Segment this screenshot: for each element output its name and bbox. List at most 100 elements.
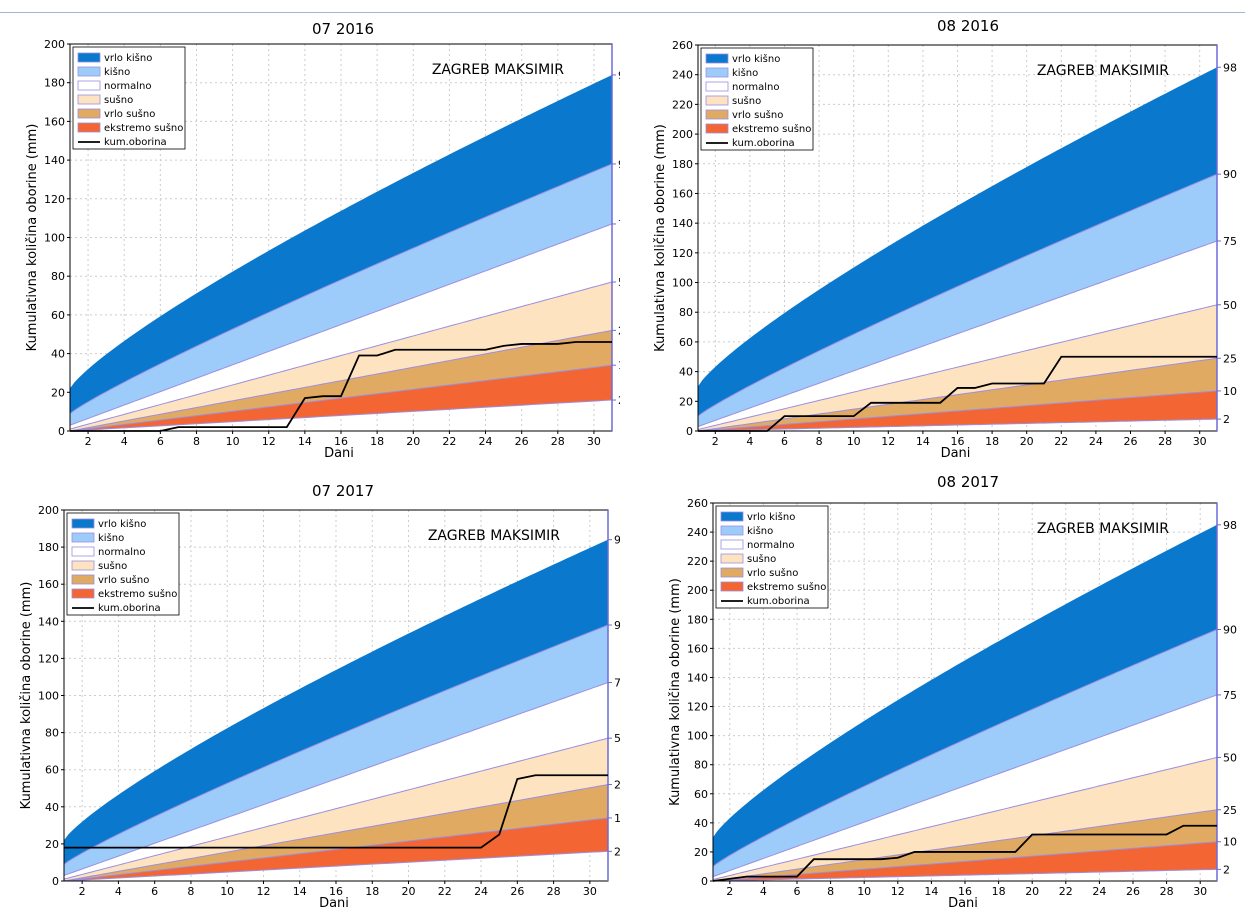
y-tick-label: 80	[45, 727, 59, 740]
percentile-label: 10	[1223, 385, 1237, 398]
y-tick-label: 200	[38, 504, 59, 517]
percentile-line-25	[69, 329, 613, 432]
x-tick-label: 12	[256, 885, 270, 898]
x-tick-label: 28	[551, 435, 565, 448]
legend-entry: kum.oborina	[104, 137, 167, 148]
percentile-label: 90	[1223, 623, 1237, 636]
percentile-label: 25	[614, 779, 620, 792]
y-tick-label: 100	[44, 232, 65, 245]
band-kisno	[713, 629, 1217, 877]
legend-swatch	[720, 525, 744, 536]
legend-entry: vrlo sušno	[747, 567, 798, 579]
percentile-label: 75	[618, 218, 620, 231]
percentile-label: 90	[614, 619, 620, 632]
y-tick-label: 180	[44, 77, 65, 90]
y-tick-label: 220	[672, 98, 693, 111]
percentile-line-90	[712, 629, 1218, 867]
y-tick-label: 240	[672, 69, 693, 82]
y-tick-label: 0	[701, 875, 708, 888]
percentile-label: 98	[614, 534, 620, 547]
legend-swatch	[71, 532, 95, 543]
chart-august-2016: 2 4 6 8 10 12 14 16 18 20 22 24 26 28 3002040608010012…	[653, 17, 1237, 459]
x-tick-label: 16	[329, 885, 343, 898]
band-vrlo-kisno	[713, 524, 1217, 867]
x-tick-label: 6	[781, 435, 788, 448]
band-vrlo-kisno	[64, 539, 608, 865]
y-tick-label: 160	[672, 187, 693, 200]
legend-entry: sušno	[98, 560, 127, 572]
y-axis-label: Kumulativna količina oborine (mm)	[19, 582, 34, 810]
x-tick-label: 14	[916, 435, 930, 448]
kum-oborina-line	[698, 355, 1217, 432]
x-tick-label: 2	[79, 885, 86, 898]
percentile-line-90	[63, 624, 609, 865]
y-tick-label: 20	[45, 838, 59, 851]
x-tick-label: 28	[1160, 885, 1174, 898]
x-tick-label: 16	[951, 435, 965, 448]
legend-entry: normalno	[104, 81, 152, 92]
percentile-label: 50	[614, 732, 620, 745]
y-tick-label: 60	[679, 336, 693, 349]
band-normalno	[70, 223, 612, 430]
legend-entry: ekstremo sušno	[98, 588, 177, 600]
band-kisno	[698, 174, 1217, 427]
y-tick-label: 80	[694, 759, 708, 772]
x-tick-label: 8	[187, 885, 194, 898]
y-tick-label: 120	[44, 193, 65, 206]
x-tick-label: 8	[193, 435, 200, 448]
legend-swatch	[71, 588, 95, 599]
legend-swatch	[77, 52, 101, 63]
y-tick-label: 140	[672, 217, 693, 230]
percentile-line-2	[69, 399, 613, 432]
y-tick-label: 40	[51, 348, 65, 361]
legend-entry: vrlo kišno	[98, 518, 146, 530]
legend-entry: vrlo sušno	[732, 109, 783, 121]
percentile-label: 90	[618, 158, 620, 171]
y-tick-label: 140	[44, 154, 65, 167]
percentile-line-10	[63, 817, 609, 882]
percentile-line-90	[697, 173, 1218, 417]
y-tick-label: 20	[694, 846, 708, 859]
percentile-line-25	[63, 784, 609, 882]
x-tick-label: 8	[816, 435, 823, 448]
y-axis-label: Kumulativna količina oborine (mm)	[653, 124, 668, 352]
chart-august-2017: 2 4 6 8 10 12 14 16 18 20 22 24 26 28 3002040608010012…	[668, 473, 1237, 910]
percentile-label: 2	[618, 394, 620, 407]
percentile-label: 25	[1223, 804, 1237, 817]
y-tick-label: 100	[687, 730, 708, 743]
percentile-line-50	[697, 304, 1218, 431]
x-tick-label: 26	[1126, 885, 1140, 898]
y-tick-label: 100	[672, 277, 693, 290]
percentile-line-75	[69, 223, 613, 426]
legend-swatch	[77, 122, 101, 133]
legend-entry: kum.oborina	[747, 596, 810, 607]
y-tick-label: 80	[51, 270, 65, 283]
legend-swatch	[705, 123, 729, 134]
x-tick-label: 2	[712, 435, 719, 448]
x-tick-label: 24	[1092, 885, 1106, 898]
legend-entry: kišno	[732, 67, 758, 79]
percentile-line-25	[712, 809, 1218, 882]
x-tick-label: 4	[760, 885, 767, 898]
legend-swatch	[77, 66, 101, 77]
legend-entry: ekstremo sušno	[747, 581, 826, 593]
chart-july-2017: 2 4 6 8 10 12 14 16 18 20 22 24 26 28 3002040608010012…	[19, 482, 620, 910]
percentile-line-50	[63, 737, 609, 880]
x-axis-label: Dani	[941, 446, 971, 459]
legend-entry: kum.oborina	[98, 603, 161, 614]
percentile-label: 2	[1223, 863, 1230, 876]
legend-swatch	[705, 53, 729, 64]
legend-swatch	[720, 539, 744, 550]
station-label: ZAGREB MAKSIMIR	[1037, 63, 1169, 79]
legend-entry: sušno	[747, 553, 776, 565]
x-tick-label: 30	[583, 885, 597, 898]
x-tick-label: 28	[1158, 435, 1172, 448]
percentile-label: 25	[1223, 352, 1237, 365]
x-axis-label: Dani	[948, 896, 978, 910]
y-tick-label: 180	[38, 541, 59, 554]
band-kisno	[64, 625, 608, 876]
legend-swatch	[720, 553, 744, 564]
x-tick-label: 20	[1020, 435, 1034, 448]
y-tick-label: 180	[672, 158, 693, 171]
y-tick-label: 40	[679, 366, 693, 379]
